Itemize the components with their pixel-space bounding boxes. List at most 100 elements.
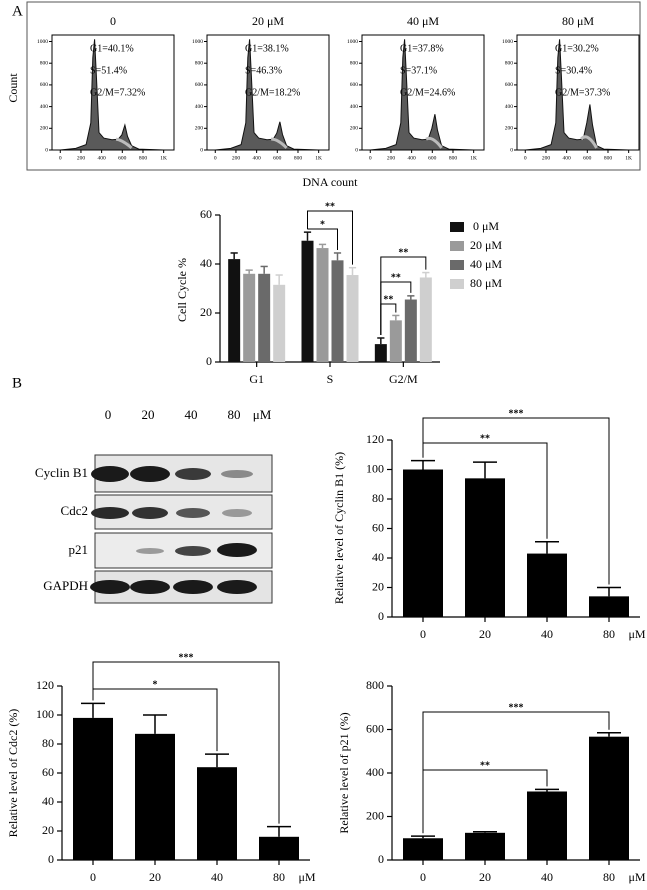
y-tick-label: 40 xyxy=(372,550,384,564)
x-tick-label: 400 xyxy=(98,155,107,161)
y-tick-label: 0 xyxy=(206,354,212,368)
significance-bracket xyxy=(307,228,338,250)
y-tick-label: 800 xyxy=(366,678,384,692)
x-tick-label: 400 xyxy=(563,155,572,161)
x-tick-label: 1K xyxy=(160,155,167,161)
significance-bracket xyxy=(422,417,610,585)
bar xyxy=(258,273,271,362)
panel-title: 20 μM xyxy=(252,14,284,28)
x-tick-label: 80 xyxy=(603,870,615,884)
blot-band xyxy=(175,468,211,480)
flow-frame xyxy=(26,1,641,171)
y-tick-label: 400 xyxy=(350,104,359,110)
x-tick-label: 0 xyxy=(420,870,426,884)
significance-bracket xyxy=(422,711,610,834)
histogram-shape xyxy=(215,39,319,151)
y-tick-label: 80 xyxy=(372,491,384,505)
x-tick-label: 600 xyxy=(118,155,127,161)
histogram-fit xyxy=(270,137,288,149)
x-tick-label: 200 xyxy=(232,155,241,161)
bar xyxy=(403,838,443,860)
y-tick-label: 200 xyxy=(366,808,384,822)
lane-label: 80 xyxy=(228,407,241,422)
y-tick-label: 400 xyxy=(40,104,49,110)
blot-band xyxy=(91,466,129,482)
protein-label: Cyclin B1 xyxy=(35,465,88,480)
panel-title: 80 μM xyxy=(562,14,594,28)
y-tick-label: 0 xyxy=(378,852,384,866)
bar xyxy=(259,836,299,860)
blot-band xyxy=(132,507,168,519)
significance-label: *** xyxy=(509,408,524,419)
x-tick-label: 20 xyxy=(479,627,491,641)
bar xyxy=(465,832,505,860)
bar xyxy=(527,791,567,860)
x-tick-label: 200 xyxy=(77,155,86,161)
histogram-shape xyxy=(370,39,474,151)
x-tick-label: 1K xyxy=(470,155,477,161)
x-tick-label: 800 xyxy=(604,155,613,161)
x-tick-label: 80 xyxy=(603,627,615,641)
y-axis-label: Count xyxy=(6,73,20,103)
y-tick-label: 400 xyxy=(366,765,384,779)
y-tick-label: 1000 xyxy=(192,39,203,45)
bar xyxy=(243,273,256,362)
legend-label: 20 μM xyxy=(470,238,502,252)
plot-box xyxy=(516,34,640,151)
x-tick-label: 600 xyxy=(273,155,282,161)
western-blot xyxy=(90,454,273,604)
phase-annotation: S=37.1% xyxy=(400,65,437,76)
bar xyxy=(301,240,314,362)
plot-box xyxy=(51,34,175,151)
x-tick-label: 40 xyxy=(541,627,553,641)
bar xyxy=(273,284,286,362)
x-tick-label: S xyxy=(327,372,334,386)
y-tick-label: 600 xyxy=(350,82,359,88)
x-tick-label: 800 xyxy=(294,155,303,161)
x-tick-label: 1K xyxy=(625,155,632,161)
legend-swatch xyxy=(450,241,464,251)
y-tick-label: 20 xyxy=(42,823,54,837)
significance-label: ** xyxy=(480,433,490,444)
x-tick-label: 20 xyxy=(149,870,161,884)
x-unit-label: μM xyxy=(628,627,645,641)
significance-label: * xyxy=(320,219,325,230)
significance-label: ** xyxy=(383,294,393,305)
bar xyxy=(374,344,387,362)
y-tick-label: 600 xyxy=(505,82,514,88)
phase-annotation: G1=37.8% xyxy=(400,43,444,54)
x-tick-label: 0 xyxy=(59,155,62,161)
panel-title: 0 xyxy=(110,14,116,28)
y-tick-label: 0 xyxy=(48,852,54,866)
bar xyxy=(316,248,329,362)
histogram-shape xyxy=(525,39,629,151)
y-tick-label: 0 xyxy=(378,609,384,623)
lane-label: 0 xyxy=(105,407,112,422)
significance-bracket xyxy=(380,256,427,335)
y-tick-label: 1000 xyxy=(37,39,48,45)
significance-label: ** xyxy=(398,247,408,258)
blot-band xyxy=(130,580,170,594)
y-tick-label: 800 xyxy=(40,60,49,66)
y-tick-label: 200 xyxy=(505,126,514,132)
y-tick-label: 100 xyxy=(366,461,384,475)
phase-annotation: S=46.3% xyxy=(245,65,282,76)
legend-swatch xyxy=(450,279,464,289)
blot-band xyxy=(221,470,253,478)
y-tick-label: 60 xyxy=(372,520,384,534)
y-tick-label: 200 xyxy=(350,126,359,132)
x-tick-label: 200 xyxy=(542,155,551,161)
x-axis-label: DNA count xyxy=(303,175,359,189)
blot-band xyxy=(130,466,170,482)
significance-label: *** xyxy=(509,702,524,713)
bar xyxy=(527,553,567,617)
y-axis-label: Cell Cycle % xyxy=(175,258,189,322)
x-unit-label: μM xyxy=(298,870,315,884)
x-tick-label: 800 xyxy=(449,155,458,161)
blot-band xyxy=(176,508,210,518)
y-tick-label: 200 xyxy=(40,126,49,132)
phase-annotation: G1=30.2% xyxy=(555,43,599,54)
significance-label: ** xyxy=(391,272,401,283)
blot-band xyxy=(173,580,213,594)
y-tick-label: 0 xyxy=(355,147,358,153)
